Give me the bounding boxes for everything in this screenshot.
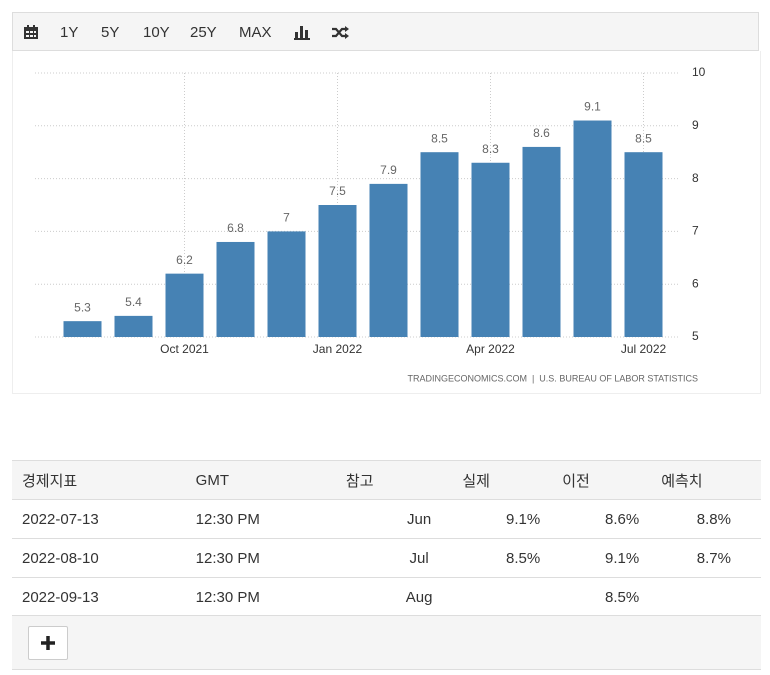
column-header: 실제 [452,460,553,500]
value-label: 8.3 [482,142,499,156]
column-header: 참고 [335,460,453,500]
y-tick-label: 6 [692,276,699,290]
y-tick-label: 5 [692,329,699,343]
calendar-table: 경제지표 GMT 참고 실제 이전 예측치 2022-07-13 12:30 PM Jun 9.… [12,460,761,616]
bar [216,241,255,337]
bar [267,231,306,337]
value-label: 7 [283,211,290,225]
table-cell: 9.1% [552,538,652,578]
bar [165,273,204,337]
table-cell: Jul [335,538,453,578]
table-cell: 8.5% [452,538,553,578]
value-label: 9.1 [584,100,601,114]
range-button[interactable]: MAX [239,24,272,41]
table-cell: 12:30 PM [185,538,336,578]
x-tick-label: Apr 2022 [466,342,515,356]
table-cell: 12:30 PM [185,577,336,616]
bar [624,152,663,337]
table-cell: 2022-09-13 [12,577,186,616]
table-cell [651,577,761,616]
header-row: 경제지표 GMT 참고 실제 이전 예측치 [12,460,761,500]
table-cell: 8.6% [552,499,652,539]
value-label: 5.4 [125,295,142,309]
column-header: GMT [185,460,336,500]
value-label: 7.9 [380,163,397,177]
value-label: 8.5 [635,131,652,145]
value-label: 5.3 [74,300,91,314]
table-cell: 8.7% [651,538,761,578]
toolbar: 1Y 5Y 10Y 25Y MAX [12,12,759,51]
bar [63,321,102,337]
y-tick-label: 7 [692,224,699,238]
chart-frame [12,51,761,394]
value-label: 6.2 [176,253,193,267]
bar [369,183,408,337]
column-header: 예측치 [651,460,761,500]
bar [420,152,459,337]
table-row: 2022-07-13 12:30 PM Jun 9.1% 8.6% 8.8% [12,499,761,539]
range-button[interactable]: 25Y [190,24,217,41]
bar [471,162,510,337]
table-cell: 8.5% [552,577,652,616]
table-row: 2022-09-13 12:30 PM Aug 8.5% [12,577,761,616]
table-footer [12,615,761,670]
table-row: 2022-08-10 12:30 PM Jul 8.5% 9.1% 8.7% [12,538,761,578]
value-label: 7.5 [329,184,346,198]
table-cell: Aug [335,577,453,616]
table-cell: 12:30 PM [185,499,336,539]
table-cell: 2022-07-13 [12,499,186,539]
column-header: 경제지표 [12,460,186,500]
table-cell: 8.8% [651,499,761,539]
range-button[interactable]: 5Y [101,24,120,41]
y-tick-label: 9 [692,118,699,132]
bar [318,205,357,337]
x-tick-label: Oct 2021 [160,342,209,356]
range-button[interactable]: 10Y [143,24,170,41]
table-cell: 2022-08-10 [12,538,186,578]
table-cell: 9.1% [452,499,553,539]
chart: 5 6 7 8 9 10 Oct 2021 Jan 2022 Apr 2022 Jul 2022 5… [35,65,706,383]
value-label: 6.8 [227,221,244,235]
x-tick-label: Jan 2022 [313,342,363,356]
table-cell [452,577,553,616]
y-tick-label: 8 [692,171,699,185]
x-tick-label: Jul 2022 [621,342,667,356]
range-button[interactable]: 1Y [60,24,79,41]
value-label: 8.5 [431,131,448,145]
value-label: 8.6 [533,126,550,140]
source: TRADINGECONOMICS.COM | U.S. BUREAU OF LA… [407,373,698,383]
bar [114,315,153,337]
add-button[interactable] [28,626,68,660]
y-tick-label: 10 [692,65,706,79]
bar [522,146,561,337]
bar [573,120,612,338]
column-header: 이전 [552,460,652,500]
table-cell: Jun [335,499,453,539]
